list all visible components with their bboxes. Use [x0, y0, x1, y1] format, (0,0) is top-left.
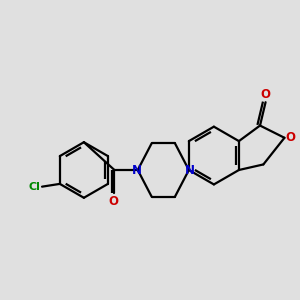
Text: O: O	[109, 195, 119, 208]
Text: O: O	[261, 88, 271, 101]
Text: N: N	[184, 164, 194, 176]
Text: Cl: Cl	[28, 182, 40, 192]
Text: O: O	[285, 131, 295, 144]
Text: N: N	[132, 164, 142, 176]
